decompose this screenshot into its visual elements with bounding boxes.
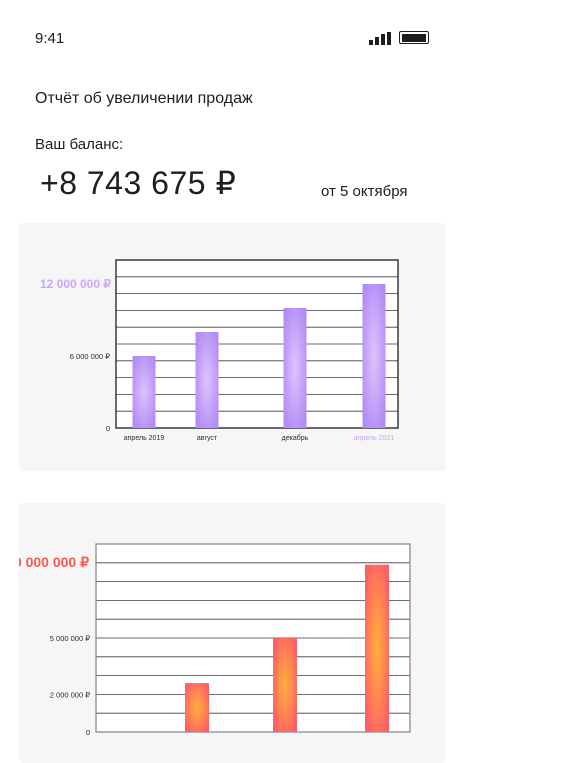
- chart-card-purple: 0 6 000 000 ₽ 12 000 000 ₽ апрель 2019 авгус…: [19, 223, 446, 471]
- balance-amount: +8 743 675 ₽: [40, 165, 237, 201]
- bar: [132, 356, 156, 428]
- status-time: 9:41: [35, 30, 65, 47]
- balance-label: Ваш баланс:: [35, 136, 124, 153]
- bar: [365, 564, 389, 732]
- y-tick-label: 6 000 000 ₽: [70, 352, 110, 361]
- report-title: Отчёт об увеличении продаж: [35, 90, 253, 107]
- battery-icon: [399, 31, 429, 44]
- y-tick-label: 0: [106, 424, 110, 433]
- x-tick-label: август: [197, 435, 218, 442]
- y-tick-label: 12 000 000 ₽: [40, 277, 111, 291]
- x-tick-label: апрель 2021: [354, 435, 395, 442]
- y-tick-label: 0: [86, 728, 90, 737]
- balance-date: от 5 октября: [321, 183, 408, 200]
- plot-frame: [95, 543, 411, 733]
- y-tick-label: 2 000 000 ₽: [50, 690, 90, 699]
- y-tick-label: 5 000 000 ₽: [50, 634, 90, 643]
- bar: [283, 308, 307, 428]
- bar: [195, 332, 219, 428]
- bar: [185, 683, 209, 732]
- status-bar: 9:41: [0, 0, 570, 70]
- x-tick-label: апрель 2019: [124, 435, 165, 442]
- x-tick-label: декабрь: [282, 434, 309, 442]
- y-tick-label: 9 000 000 ₽: [19, 554, 89, 570]
- sales-bar-chart-orange: 0 2 000 000 ₽ 5 000 000 ₽ 9 000 000 ₽: [19, 543, 411, 737]
- chart-card-orange: 0 2 000 000 ₽ 5 000 000 ₽ 9 000 000 ₽: [19, 503, 446, 763]
- plot-frame: [115, 259, 399, 429]
- bar: [273, 638, 297, 732]
- signal-bars-icon: [369, 32, 391, 45]
- sales-bar-chart-purple: 0 6 000 000 ₽ 12 000 000 ₽ апрель 2019 авгус…: [40, 259, 399, 442]
- bar: [362, 284, 386, 428]
